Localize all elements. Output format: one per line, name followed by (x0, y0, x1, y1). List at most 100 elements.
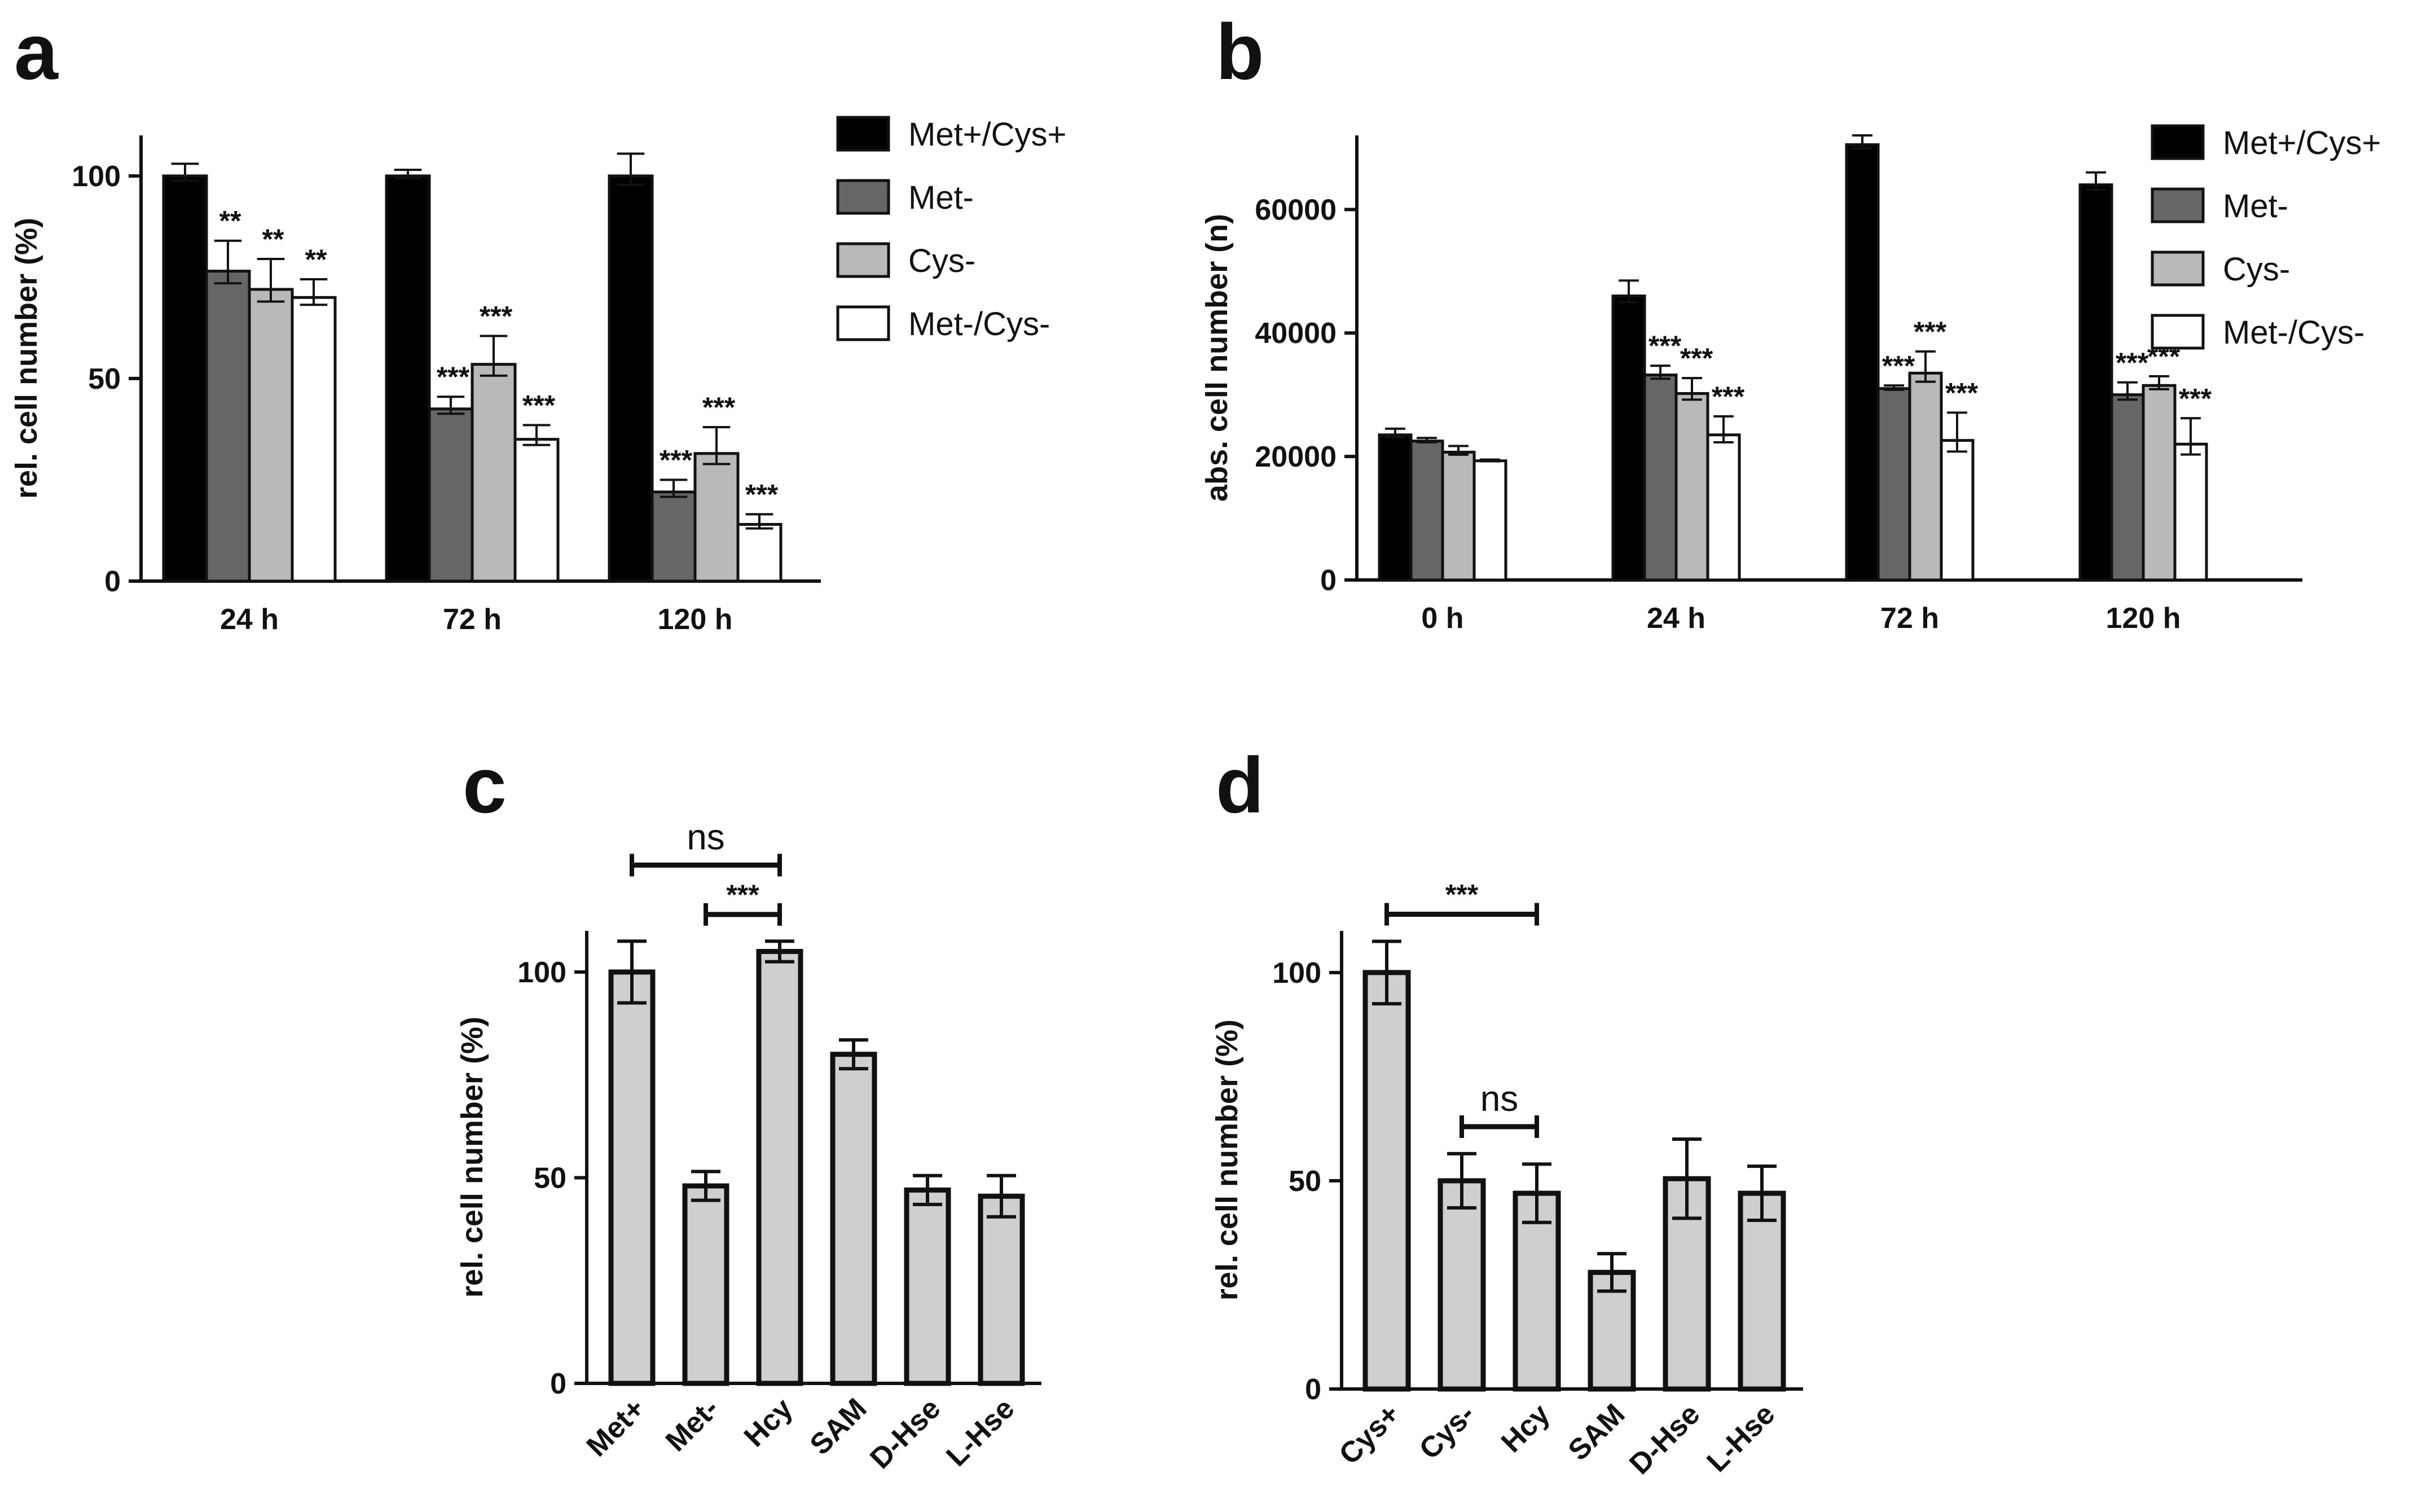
panel-d: d 0 50 100 rel. cell number (%) Cys+ Cys- Hcy S… (1210, 741, 1803, 1481)
panel-b-bar (2110, 393, 2145, 582)
panel-b-significance: *** (1945, 377, 1979, 408)
panel-c: c 0 50 100 rel. cell number (%) Met+ Met- Hcy S… (455, 741, 1041, 1475)
panel-a-legend-swatch (836, 305, 890, 341)
panel-a-significance: *** (480, 301, 513, 332)
panel-a-bar (385, 174, 431, 583)
panel-a-x-tick-label: 120 h (658, 603, 733, 636)
panel-c-bar (904, 1187, 951, 1386)
panel-a-bar (471, 363, 517, 583)
panel-d-y-axis-title: rel. cell number (%) (1210, 1019, 1244, 1300)
panel-a-significance: ** (262, 223, 284, 255)
panel-c-x-tick-label: Met+ (581, 1392, 652, 1463)
panel-a-legend-swatch (836, 242, 890, 278)
panel-b-x-tick-label: 0 h (1421, 602, 1463, 635)
panel-d-x-tick-label: L-Hse (1700, 1397, 1781, 1478)
panel-b-y-tick-label: 60000 (1255, 194, 1337, 226)
panel-a-x-tick-label: 24 h (220, 603, 279, 636)
panel-b: b 0 20000 40000 60000 abs. cell number (n) 0 … (1200, 7, 2381, 635)
panel-b-legend-swatch (2151, 187, 2205, 223)
panel-b-legend-label: Met+/Cys+ (2223, 125, 2381, 161)
panel-b-legend-swatch (2151, 314, 2205, 350)
panel-b-bar (1845, 143, 1880, 582)
panel-b-bar (1674, 392, 1709, 582)
panel-d-bar (1738, 1190, 1786, 1392)
panel-b-letter: b (1216, 7, 1264, 96)
panel-a-significance: ** (219, 205, 241, 237)
panel-a-bar (693, 452, 740, 583)
panel-b-bar (1441, 450, 1476, 582)
panel-d-y-tick-label: 100 (1272, 957, 1321, 990)
panel-c-bar (756, 948, 803, 1386)
panel-a-significance: *** (437, 361, 470, 393)
panel-d-y-tick-label: 50 (1289, 1165, 1321, 1198)
panel-a-legend-swatch (836, 179, 890, 215)
panel-b-bar (1472, 459, 1507, 582)
panel-a-significance: *** (522, 390, 556, 421)
panel-c-bar (830, 1052, 877, 1386)
panel-d-x-tick-label: Hcy (1495, 1397, 1557, 1459)
panel-d-x-tick-label: D-Hse (1623, 1397, 1706, 1480)
panel-a-bar (513, 438, 560, 583)
panel-b-significance: *** (1680, 342, 1713, 374)
panel-b-bar (1643, 373, 1678, 582)
panel-b-bar (1876, 387, 1911, 582)
panel-b-bar (2142, 384, 2177, 582)
panel-b-bar (1940, 439, 1975, 582)
panel-b-significance: *** (1914, 316, 1947, 348)
panel-a-legend-label: Met+/Cys+ (908, 116, 1066, 153)
panel-a-bar (291, 296, 337, 583)
panel-a-bar (428, 407, 474, 583)
panel-c-bar (682, 1183, 729, 1386)
panel-c-comparison-label: *** (726, 879, 759, 911)
panel-a-bar (650, 490, 697, 583)
panel-d-x-tick-label: Cys+ (1333, 1397, 1406, 1471)
panel-d-y-tick-label: 0 (1305, 1373, 1321, 1406)
panel-b-significance: *** (2179, 383, 2212, 414)
panel-c-y-axis-title: rel. cell number (%) (455, 1017, 489, 1298)
panel-a-x-tick-label: 72 h (443, 603, 502, 636)
panel-c-x-tick-label: SAM (804, 1392, 873, 1461)
panel-c-x-tick-label: Met- (660, 1392, 726, 1458)
panel-b-bar (2173, 442, 2208, 582)
panel-c-x-tick-label: Hcy (738, 1392, 799, 1453)
panel-c-comparison-label: ns (687, 816, 725, 857)
panel-d-x-tick-label: Cys- (1413, 1397, 1482, 1466)
panel-a-y-tick-label: 0 (104, 565, 121, 598)
panel-a-legend-label: Met-/Cys- (908, 306, 1050, 342)
panel-b-x-tick-label: 24 h (1647, 602, 1705, 635)
panel-a-y-axis-title: rel. cell number (%) (10, 218, 43, 499)
panel-b-legend-swatch (2151, 124, 2205, 160)
panel-c-y-tick-label: 50 (534, 1162, 566, 1194)
panel-c-bar (978, 1193, 1025, 1386)
panel-b-bar (1378, 433, 1413, 582)
panel-b-x-tick-label: 72 h (1880, 602, 1939, 635)
panel-b-y-tick-label: 0 (1320, 564, 1337, 597)
panel-b-bar (1908, 371, 1943, 582)
panel-a-significance: *** (745, 479, 779, 511)
panel-c-y-tick-label: 100 (517, 956, 566, 989)
panel-a-legend-label: Met- (908, 179, 974, 216)
panel-b-x-tick-label: 120 h (2106, 602, 2181, 635)
panel-b-legend-label: Met-/Cys- (2223, 314, 2364, 351)
panel-a-letter: a (14, 7, 59, 96)
panel-b-significance: *** (2116, 347, 2149, 379)
panel-b-bar (1706, 433, 1741, 582)
panel-b-significance: *** (1649, 330, 1682, 362)
panel-b-bar (1611, 295, 1646, 582)
panel-b-significance: *** (1712, 381, 1745, 412)
panel-c-x-tick-label: L-Hse (940, 1392, 1021, 1473)
panel-b-legend-label: Cys- (2223, 251, 2290, 288)
panel-a-bar (736, 522, 783, 583)
panel-d-comparison-label: *** (1445, 878, 1479, 910)
panel-c-letter: c (463, 741, 507, 829)
panel-a-legend-swatch (836, 116, 890, 152)
panel-a-bar (162, 174, 208, 583)
panel-d-letter: d (1216, 741, 1264, 829)
panel-c-x-tick-label: D-Hse (864, 1392, 947, 1475)
panel-a-significance: *** (702, 392, 736, 423)
panel-b-y-axis-title: abs. cell number (n) (1200, 214, 1234, 502)
panel-a-legend-label: Cys- (908, 243, 975, 279)
panel-a-bar (608, 174, 654, 583)
panel-c-bar (608, 969, 656, 1386)
